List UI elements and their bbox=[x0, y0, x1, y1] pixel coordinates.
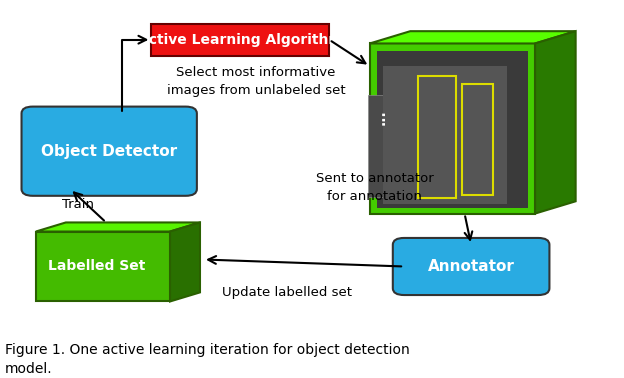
Polygon shape bbox=[170, 222, 200, 302]
Text: Labelled Set: Labelled Set bbox=[48, 259, 145, 274]
Polygon shape bbox=[369, 43, 535, 214]
Polygon shape bbox=[36, 231, 170, 302]
FancyBboxPatch shape bbox=[393, 238, 549, 295]
Text: Annotator: Annotator bbox=[427, 259, 515, 274]
Text: Sent to annotator
for annotation: Sent to annotator for annotation bbox=[316, 172, 433, 203]
Text: ...: ... bbox=[374, 109, 388, 125]
Bar bbox=[418, 76, 456, 198]
Text: Figure 1. One active learning iteration for object detection
model.: Figure 1. One active learning iteration … bbox=[5, 342, 410, 376]
Text: Update labelled set: Update labelled set bbox=[222, 287, 352, 299]
Bar bbox=[383, 66, 507, 204]
Text: Train: Train bbox=[62, 198, 94, 211]
Bar bbox=[462, 84, 493, 195]
Bar bbox=[152, 23, 329, 56]
Bar bbox=[377, 51, 527, 208]
Bar bbox=[368, 94, 480, 197]
Polygon shape bbox=[535, 31, 575, 214]
Text: Active Learning Algorithm: Active Learning Algorithm bbox=[138, 33, 343, 47]
Text: Object Detector: Object Detector bbox=[41, 144, 177, 159]
Polygon shape bbox=[36, 222, 200, 231]
FancyBboxPatch shape bbox=[21, 107, 197, 196]
Polygon shape bbox=[369, 31, 575, 43]
Text: Select most informative
images from unlabeled set: Select most informative images from unla… bbox=[167, 66, 345, 97]
